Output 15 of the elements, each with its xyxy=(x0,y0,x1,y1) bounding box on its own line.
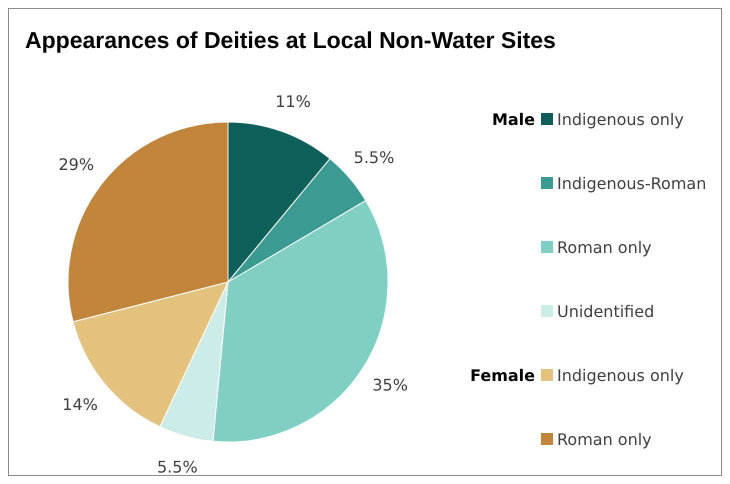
legend-label: Indigenous-Roman xyxy=(557,174,706,192)
data-label: 29% xyxy=(58,154,94,174)
chart-title: Appearances of Deities at Local Non-Water Sites xyxy=(25,27,556,54)
data-label: 5.5% xyxy=(157,458,198,477)
data-label: 35% xyxy=(372,375,408,394)
legend-label: Unidentified xyxy=(557,302,654,320)
legend-label: Roman only xyxy=(557,430,652,448)
text: Male xyxy=(490,110,536,128)
legend-label: Indigenous only xyxy=(557,366,684,384)
data-label: 11% xyxy=(275,92,311,111)
legend-label: Roman only xyxy=(557,238,652,256)
text: Female xyxy=(469,366,536,384)
data-label: 5.5% xyxy=(354,148,394,167)
legend-label: Indigenous only xyxy=(557,110,684,128)
data-label: 14% xyxy=(62,394,98,414)
